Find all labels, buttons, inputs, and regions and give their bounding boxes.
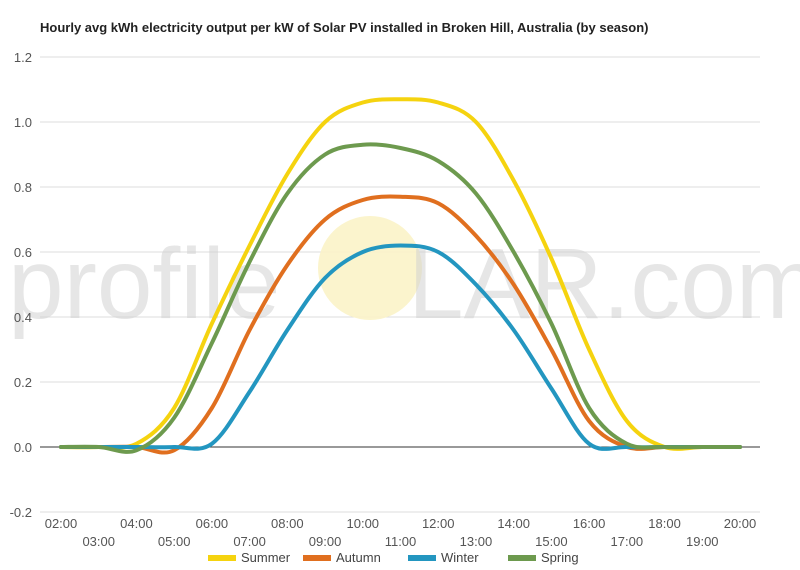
legend-label: Winter (441, 550, 479, 565)
x-tick-label: 02:00 (45, 516, 78, 531)
legend-swatch (508, 555, 536, 561)
legend-swatch (408, 555, 436, 561)
legend-item-summer[interactable]: Summer (208, 550, 291, 565)
x-tick-label: 04:00 (120, 516, 153, 531)
x-tick-label: 12:00 (422, 516, 455, 531)
series-line-winter (59, 243, 742, 451)
series-lines (59, 97, 742, 455)
x-tick-label: 16:00 (573, 516, 606, 531)
legend-label: Summer (241, 550, 291, 565)
y-tick-label: 0.0 (14, 440, 32, 455)
chart-title: Hourly avg kWh electricity output per kW… (40, 20, 649, 35)
x-tick-label: 07:00 (233, 534, 266, 549)
series-line-spring (59, 142, 742, 454)
x-tick-label: 09:00 (309, 534, 342, 549)
x-tick-label: 05:00 (158, 534, 191, 549)
x-tick-label: 03:00 (82, 534, 115, 549)
x-tick-label: 10:00 (347, 516, 380, 531)
y-tick-label: 1.0 (14, 115, 32, 130)
legend-item-autumn[interactable]: Autumn (303, 550, 381, 565)
y-tick-label: 0.6 (14, 245, 32, 260)
x-tick-label: 17:00 (611, 534, 644, 549)
x-axis-ticks: 02:00 03:00 04:00 05:00 06:00 07:00 08:00 09:00… (45, 516, 757, 549)
x-tick-label: 14:00 (497, 516, 530, 531)
legend-label: Spring (541, 550, 579, 565)
x-tick-label: 06:00 (196, 516, 229, 531)
watermark-text-right: LAR.com (408, 228, 800, 340)
x-tick-label: 08:00 (271, 516, 304, 531)
y-axis-ticks: -0.2 0.0 0.2 0.4 0.6 0.8 1.0 1.2 (10, 50, 32, 520)
x-tick-label: 20:00 (724, 516, 757, 531)
x-tick-label: 18:00 (648, 516, 681, 531)
y-tick-label: 0.8 (14, 180, 32, 195)
x-tick-label: 13:00 (460, 534, 493, 549)
watermark-text-left: profile (8, 228, 280, 340)
legend-item-winter[interactable]: Winter (408, 550, 479, 565)
x-tick-label: 19:00 (686, 534, 719, 549)
y-tick-label: 0.2 (14, 375, 32, 390)
legend-item-spring[interactable]: Spring (508, 550, 579, 565)
series-line-summer (59, 97, 742, 451)
y-tick-label: -0.2 (10, 505, 32, 520)
watermark-sun-icon (318, 216, 422, 320)
y-tick-label: 1.2 (14, 50, 32, 65)
legend-swatch (303, 555, 331, 561)
x-tick-label: 15:00 (535, 534, 568, 549)
legend[interactable]: Summer Autumn Winter Spring (208, 550, 579, 565)
x-tick-label: 11:00 (385, 534, 417, 549)
y-tick-label: 0.4 (14, 310, 32, 325)
legend-label: Autumn (336, 550, 381, 565)
legend-swatch (208, 555, 236, 561)
watermark: profile LAR.com (8, 216, 800, 340)
